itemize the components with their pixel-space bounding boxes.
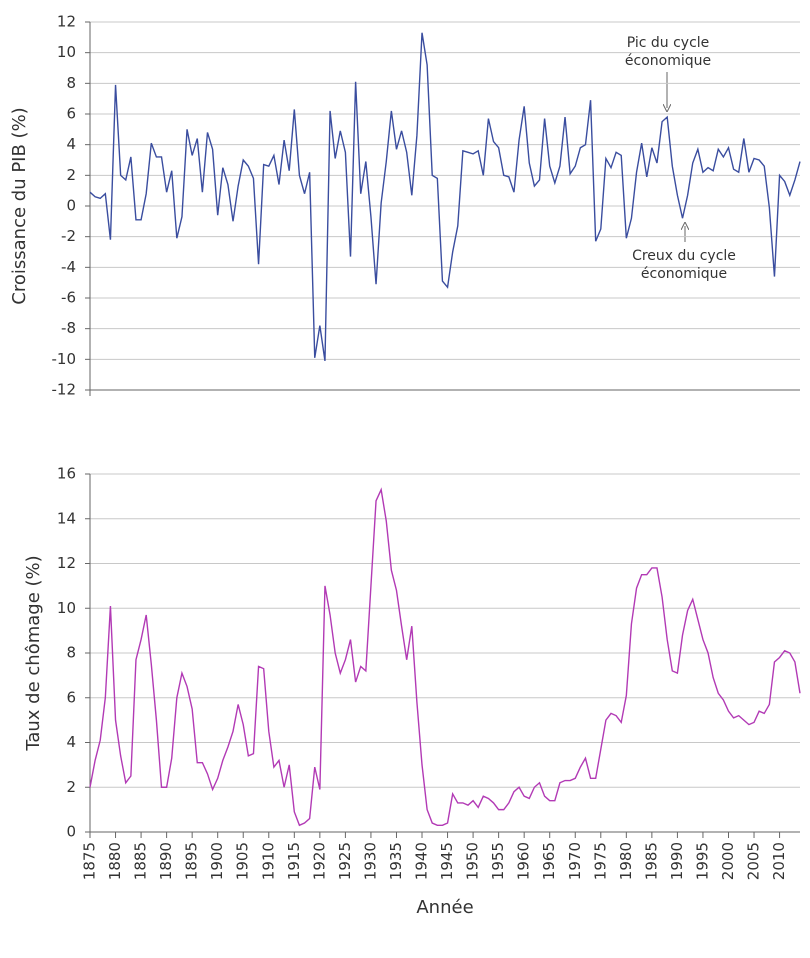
y-tick-label: -4 <box>61 258 76 276</box>
x-tick-label: 1935 <box>387 842 405 880</box>
y-axis-label: Taux de chômage (%) <box>23 555 44 751</box>
y-tick-label: -8 <box>61 319 76 337</box>
y-tick-label: 8 <box>66 74 76 92</box>
y-axis-label: Croissance du PIB (%) <box>9 107 30 304</box>
y-tick-label: -6 <box>61 289 76 307</box>
x-tick-label: 2010 <box>770 842 788 880</box>
y-tick-label: 4 <box>66 733 76 751</box>
y-tick-label: 12 <box>57 13 76 31</box>
y-tick-label: 14 <box>57 509 76 527</box>
data-line <box>89 487 801 827</box>
annotation: Creux du cycle <box>632 248 736 264</box>
x-tick-label: 1950 <box>464 842 482 880</box>
x-tick-label: 1940 <box>413 842 431 880</box>
x-tick-label: 1985 <box>642 842 660 880</box>
x-tick-label: 1930 <box>361 842 379 880</box>
data-line <box>89 32 801 361</box>
x-tick-label: 1990 <box>668 842 686 880</box>
x-tick-label: 1910 <box>259 842 277 880</box>
x-tick-label: 1945 <box>438 842 456 880</box>
x-tick-label: 1885 <box>132 842 150 880</box>
y-tick-label: 10 <box>57 43 76 61</box>
y-tick-label: 4 <box>66 135 76 153</box>
y-tick-label: 16 <box>57 465 76 483</box>
x-tick-label: 1980 <box>617 842 635 880</box>
x-tick-label: 1975 <box>591 842 609 880</box>
x-tick-label: 1960 <box>515 842 533 880</box>
x-tick-label: 1905 <box>234 842 252 880</box>
y-tick-label: -10 <box>52 350 77 368</box>
y-tick-label: -12 <box>52 381 77 399</box>
x-tick-label: 1895 <box>183 842 201 880</box>
x-tick-label: 1875 <box>81 842 99 880</box>
x-tick-label: 1995 <box>693 842 711 880</box>
annotation: économique <box>641 266 727 282</box>
x-tick-label: 1925 <box>336 842 354 880</box>
y-tick-label: 2 <box>66 778 76 796</box>
x-tick-label: 1955 <box>489 842 507 880</box>
y-tick-label: 10 <box>57 599 76 617</box>
x-tick-label: 1970 <box>566 842 584 880</box>
x-tick-label: 1890 <box>157 842 175 880</box>
x-tick-label: 1915 <box>285 842 303 880</box>
x-tick-label: 1880 <box>106 842 124 880</box>
x-tick-label: 1965 <box>540 842 558 880</box>
y-tick-label: 0 <box>66 197 76 215</box>
x-tick-label: 2005 <box>745 842 763 880</box>
x-axis-label: Année <box>416 897 473 918</box>
y-tick-label: 2 <box>66 166 76 184</box>
annotation: Pic du cycle <box>627 35 710 51</box>
annotation: économique <box>625 53 711 69</box>
y-tick-label: 12 <box>57 554 76 572</box>
y-tick-label: 0 <box>66 823 76 841</box>
y-tick-label: -2 <box>61 227 76 245</box>
x-tick-label: 1900 <box>208 842 226 880</box>
y-tick-label: 8 <box>66 644 76 662</box>
x-tick-label: 2000 <box>719 842 737 880</box>
x-tick-label: 1920 <box>310 842 328 880</box>
y-tick-label: 6 <box>66 105 76 123</box>
y-tick-label: 6 <box>66 688 76 706</box>
